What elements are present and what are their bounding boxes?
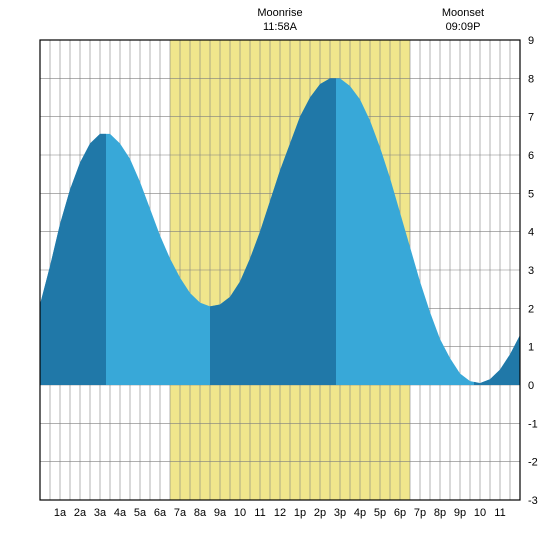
y-tick-label: 2 [528, 303, 534, 315]
y-tick-label: 4 [528, 227, 534, 239]
x-tick-label: 8a [194, 507, 207, 519]
x-tick-label: 10 [234, 507, 246, 519]
x-tick-label: 2a [74, 507, 87, 519]
y-tick-label: -2 [528, 457, 538, 469]
x-tick-label: 9a [214, 507, 227, 519]
y-tick-label: 0 [528, 380, 534, 392]
x-tick-label: 10 [474, 507, 486, 519]
y-tick-label: 6 [528, 150, 534, 162]
x-tick-label: 1a [54, 507, 67, 519]
moonrise-time: 11:58A [263, 21, 298, 33]
y-tick-label: 1 [528, 342, 534, 354]
y-tick-label: 3 [528, 265, 534, 277]
x-tick-label: 8p [434, 507, 446, 519]
x-tick-label: 3a [94, 507, 107, 519]
x-tick-label: 12 [274, 507, 286, 519]
y-tick-label: 7 [528, 112, 534, 124]
x-tick-label: 11 [254, 507, 265, 519]
x-tick-label: 9p [454, 507, 466, 519]
moonset-time: 09:09P [446, 21, 481, 33]
x-tick-label: 5a [134, 507, 147, 519]
x-tick-label: 5p [374, 507, 386, 519]
x-tick-label: 7a [174, 507, 187, 519]
x-tick-label: 11 [494, 507, 505, 519]
x-tick-label: 6p [394, 507, 406, 519]
x-tick-label: 7p [414, 507, 426, 519]
tide-chart: -3-2-101234567891a2a3a4a5a6a7a8a9a101112… [0, 0, 550, 550]
x-tick-label: 1p [294, 507, 306, 519]
y-tick-label: -3 [528, 495, 538, 507]
x-tick-label: 3p [334, 507, 346, 519]
y-tick-label: 9 [528, 35, 534, 47]
x-tick-label: 4p [354, 507, 366, 519]
y-tick-label: 8 [528, 73, 534, 85]
y-tick-label: 5 [528, 188, 534, 200]
moonset-title: Moonset [442, 7, 484, 19]
x-tick-label: 2p [314, 507, 326, 519]
moonrise-title: Moonrise [257, 7, 302, 19]
y-tick-label: -1 [528, 418, 538, 430]
x-tick-label: 4a [114, 507, 127, 519]
x-tick-label: 6a [154, 507, 167, 519]
